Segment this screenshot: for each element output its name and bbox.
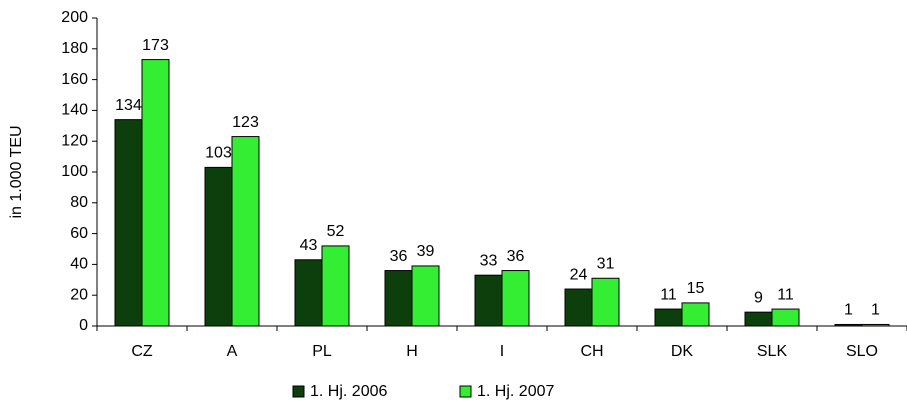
value-label: 31 [597, 255, 615, 272]
bar [114, 119, 143, 327]
bar [384, 270, 413, 327]
x-tick-label: SLO [846, 343, 878, 360]
value-label: 173 [142, 37, 169, 54]
x-tick-label: PL [312, 343, 332, 360]
legend-label: 1. Hj. 2006 [310, 383, 387, 400]
value-label: 33 [480, 252, 498, 269]
value-label: 43 [300, 237, 318, 254]
bar [654, 308, 683, 327]
legend-swatch [292, 385, 305, 398]
bar [834, 323, 863, 327]
bar [321, 245, 350, 327]
value-label: 24 [570, 266, 588, 283]
x-tick-label: I [500, 343, 504, 360]
x-tick-label: CH [580, 343, 603, 360]
bar [591, 277, 620, 327]
bar [501, 270, 530, 327]
y-tick-label: 80 [70, 194, 88, 211]
value-label: 15 [687, 280, 705, 297]
y-tick-label: 100 [61, 163, 88, 180]
y-tick-label: 0 [79, 317, 88, 334]
bar [294, 259, 323, 327]
bar [564, 288, 593, 327]
x-tick-label: SLK [757, 343, 788, 360]
y-tick-label: 60 [70, 225, 88, 242]
value-label: 11 [660, 286, 677, 303]
bar [141, 59, 170, 327]
x-tick-label: A [227, 343, 238, 360]
bar [771, 308, 800, 327]
value-label: 36 [390, 248, 408, 265]
x-tick-label: DK [671, 343, 694, 360]
y-tick-label: 140 [61, 102, 88, 119]
y-tick-label: 120 [61, 132, 88, 149]
value-label: 36 [507, 248, 525, 265]
bar [474, 274, 503, 327]
y-tick-label: 200 [61, 9, 88, 26]
legend-swatch [459, 385, 472, 398]
value-label: 52 [327, 223, 345, 240]
x-tick-label: CZ [131, 343, 153, 360]
bar [231, 136, 260, 327]
value-label: 1 [871, 302, 880, 319]
value-label: 123 [232, 114, 259, 131]
value-label: 134 [115, 97, 142, 114]
y-tick-label: 160 [61, 71, 88, 88]
legend-label: 1. Hj. 2007 [477, 383, 554, 400]
value-label: 103 [205, 145, 232, 162]
y-axis-label: in 1.000 TEU [8, 125, 25, 218]
value-label: 1 [844, 302, 853, 319]
y-tick-label: 40 [70, 256, 88, 273]
bar [861, 323, 890, 327]
y-tick-label: 20 [70, 286, 88, 303]
value-label: 11 [777, 286, 794, 303]
value-label: 39 [417, 243, 435, 260]
value-label: 9 [754, 289, 763, 306]
bar [681, 302, 710, 327]
y-tick-label: 180 [61, 40, 88, 57]
x-tick-label: H [406, 343, 418, 360]
bar [204, 166, 233, 327]
bar [744, 311, 773, 327]
bar [411, 265, 440, 327]
